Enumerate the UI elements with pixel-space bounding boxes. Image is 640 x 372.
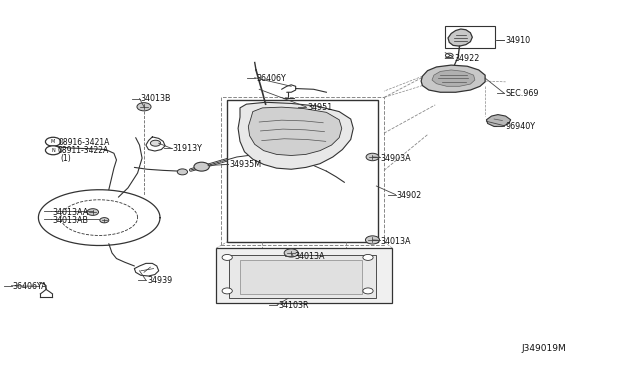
Text: 34013AA: 34013AA <box>52 208 89 217</box>
Bar <box>240 260 362 294</box>
Circle shape <box>45 146 61 155</box>
Text: 34013B: 34013B <box>141 94 172 103</box>
Circle shape <box>194 162 209 171</box>
Polygon shape <box>448 29 472 46</box>
Circle shape <box>137 103 151 111</box>
Text: 34013A: 34013A <box>294 252 325 261</box>
Text: 34013AB: 34013AB <box>52 216 88 225</box>
Text: (1): (1) <box>61 154 72 163</box>
Circle shape <box>177 169 188 175</box>
Bar <box>227 100 378 242</box>
Circle shape <box>363 288 373 294</box>
Circle shape <box>363 254 373 260</box>
Circle shape <box>445 53 453 58</box>
Polygon shape <box>486 115 511 126</box>
Text: 34939: 34939 <box>147 276 172 285</box>
Text: 34902: 34902 <box>397 191 422 200</box>
Text: M: M <box>51 139 55 144</box>
Polygon shape <box>248 107 342 155</box>
Circle shape <box>150 140 161 146</box>
Text: 96940Y: 96940Y <box>506 122 536 131</box>
Text: 34922: 34922 <box>454 54 480 63</box>
Circle shape <box>366 153 379 161</box>
Text: 31913Y: 31913Y <box>173 144 203 153</box>
Text: N: N <box>51 148 55 153</box>
Bar <box>221 97 384 245</box>
Text: 34013A: 34013A <box>381 237 412 246</box>
Text: 08916-3421A: 08916-3421A <box>59 138 110 147</box>
Text: 08911-3422A: 08911-3422A <box>58 146 109 155</box>
Bar <box>216 248 392 303</box>
Bar <box>445 26 495 48</box>
Text: 34103R: 34103R <box>278 301 309 310</box>
Text: SEC.969: SEC.969 <box>506 89 539 98</box>
Text: 34910: 34910 <box>506 36 531 45</box>
Polygon shape <box>238 102 353 169</box>
Circle shape <box>45 137 61 146</box>
Circle shape <box>365 236 380 244</box>
Polygon shape <box>432 70 475 86</box>
Circle shape <box>100 218 109 223</box>
Bar <box>229 255 376 298</box>
Circle shape <box>222 254 232 260</box>
Text: 34935M: 34935M <box>229 160 261 169</box>
Polygon shape <box>421 65 485 92</box>
Text: 36406Y: 36406Y <box>256 74 285 83</box>
Circle shape <box>284 249 298 257</box>
Text: J349019M: J349019M <box>522 344 566 353</box>
Circle shape <box>222 288 232 294</box>
Circle shape <box>87 209 99 215</box>
Text: 34903A: 34903A <box>381 154 412 163</box>
Text: 34951: 34951 <box>307 103 332 112</box>
Text: 36406YA: 36406YA <box>13 282 47 291</box>
